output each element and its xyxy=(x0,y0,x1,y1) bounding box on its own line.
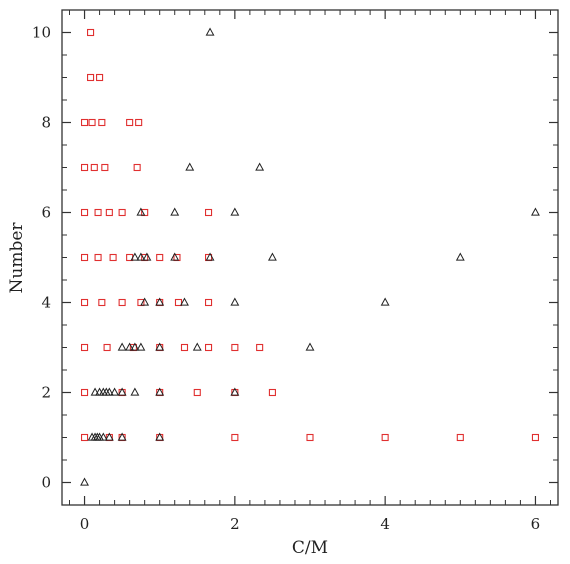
square-point xyxy=(80,298,89,307)
square-point xyxy=(126,118,134,127)
plot-frame xyxy=(61,9,559,506)
square-point xyxy=(156,253,164,262)
triangle-point xyxy=(230,387,240,396)
triangle-point xyxy=(130,387,140,396)
square-point xyxy=(109,253,117,262)
triangle-point xyxy=(130,252,140,261)
triangle-point xyxy=(455,252,465,261)
triangle-point xyxy=(136,207,146,216)
square-point xyxy=(98,118,106,127)
square-point xyxy=(90,163,98,172)
y-axis-title: Number xyxy=(7,222,27,294)
triangle-point xyxy=(136,252,146,261)
square-point xyxy=(204,343,213,352)
triangle-point xyxy=(230,207,240,216)
square-point xyxy=(204,208,213,217)
triangle-point xyxy=(180,297,189,306)
x-tick-label: 0 xyxy=(80,515,90,533)
square-point xyxy=(87,28,95,37)
square-point xyxy=(80,343,89,352)
triangle-point xyxy=(155,342,165,351)
square-point xyxy=(80,433,89,442)
triangle-point xyxy=(104,387,114,396)
square-point xyxy=(101,163,109,172)
square-point xyxy=(118,208,126,217)
x-tick-label: 2 xyxy=(230,515,240,533)
triangle-point xyxy=(155,387,165,396)
triangle-point xyxy=(90,387,100,396)
triangle-point xyxy=(255,162,265,171)
triangle-point xyxy=(130,342,140,351)
square-point xyxy=(456,433,464,442)
triangle-point xyxy=(267,252,277,261)
data-points xyxy=(80,27,540,486)
square-point xyxy=(135,118,143,127)
x-tick-label: 4 xyxy=(380,515,390,533)
y-tick-label: 0 xyxy=(41,474,51,492)
square-point xyxy=(80,118,89,127)
triangle-point xyxy=(170,252,180,261)
y-tick-label: 2 xyxy=(41,384,51,402)
triangle-point xyxy=(136,342,146,351)
triangle-point xyxy=(104,432,114,441)
square-point xyxy=(531,433,540,442)
triangle-point xyxy=(305,342,315,351)
square-point xyxy=(98,298,106,307)
square-point xyxy=(231,343,239,352)
square-point xyxy=(94,208,102,217)
square-point xyxy=(87,73,95,82)
triangle-point xyxy=(531,207,540,216)
y-tick-label: 8 xyxy=(41,114,51,132)
x-tick-label: 6 xyxy=(531,515,541,533)
square-point xyxy=(80,208,89,217)
triangle-point xyxy=(140,297,150,306)
square-point xyxy=(105,208,113,217)
square-point xyxy=(381,433,389,442)
square-point xyxy=(88,118,96,127)
triangle-point xyxy=(205,252,215,261)
square-point xyxy=(103,343,111,352)
square-point xyxy=(204,298,213,307)
triangle-point xyxy=(155,432,165,441)
triangle-point xyxy=(117,432,127,441)
triangle-point xyxy=(155,297,165,306)
square-point xyxy=(94,253,102,262)
triangle-point xyxy=(205,27,215,36)
y-tick-label: 10 xyxy=(32,24,51,42)
square-point xyxy=(118,298,126,307)
y-tick-label: 6 xyxy=(41,204,51,222)
square-point xyxy=(268,388,276,397)
square-point xyxy=(80,253,89,262)
y-tick-label: 4 xyxy=(41,294,51,312)
square-point xyxy=(193,388,201,397)
square-point xyxy=(133,163,141,172)
triangle-point xyxy=(170,207,180,216)
triangle-point xyxy=(80,477,89,486)
triangle-point xyxy=(142,252,152,261)
square-point xyxy=(174,298,183,307)
square-point xyxy=(231,433,239,442)
square-point xyxy=(80,163,89,172)
square-point xyxy=(256,343,264,352)
x-axis-title: C/M xyxy=(292,538,328,558)
triangle-point xyxy=(185,162,195,171)
triangle-point xyxy=(117,387,127,396)
square-point xyxy=(180,343,189,352)
square-point xyxy=(96,73,104,82)
axis-ticks: 0 2 4 6 0 2 4 6 8 10 xyxy=(32,9,558,533)
triangle-point xyxy=(380,297,390,306)
triangle-point xyxy=(98,432,108,441)
triangle-point xyxy=(230,297,240,306)
triangle-point xyxy=(125,342,135,351)
triangle-point xyxy=(110,387,120,396)
square-point xyxy=(80,388,89,397)
triangle-point xyxy=(192,342,202,351)
triangle-point xyxy=(117,342,127,351)
square-point xyxy=(306,433,314,442)
